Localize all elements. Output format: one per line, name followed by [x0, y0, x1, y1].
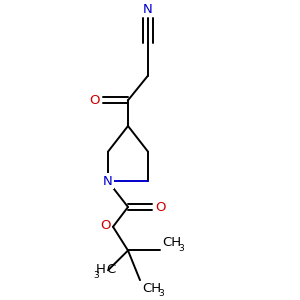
Text: N: N — [143, 3, 153, 16]
Text: C: C — [106, 263, 115, 276]
Text: 3: 3 — [93, 271, 99, 280]
Text: O: O — [89, 94, 100, 107]
Text: 3: 3 — [158, 289, 164, 298]
Text: CH: CH — [142, 282, 161, 295]
Text: 3: 3 — [178, 244, 184, 253]
Text: CH: CH — [162, 236, 181, 248]
Text: O: O — [100, 219, 111, 232]
Text: H: H — [96, 263, 106, 276]
Text: N: N — [103, 175, 113, 188]
Text: O: O — [155, 200, 166, 214]
